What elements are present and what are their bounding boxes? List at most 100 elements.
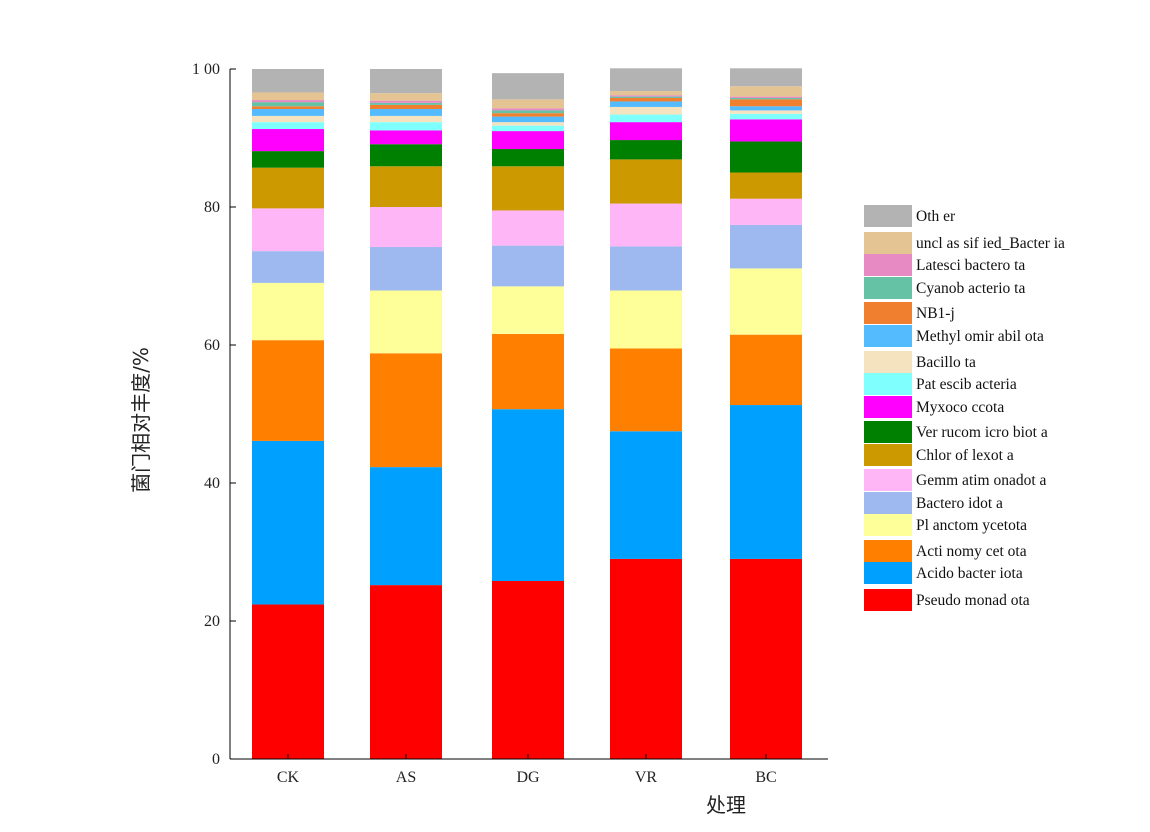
bar-segment-ck-1 [252, 440, 324, 605]
bar-segment-ck-10 [252, 115, 324, 123]
bar-segment-ck-16 [252, 69, 324, 93]
bar-segment-bc-9 [730, 113, 802, 120]
bar-segment-dg-9 [492, 125, 564, 132]
bar-segment-vr-15 [610, 91, 682, 96]
bar-segment-vr-1 [610, 431, 682, 559]
legend-label: Methyl omir abil ota [916, 328, 1044, 345]
bar-segment-bc-15 [730, 86, 802, 97]
legend-swatch [864, 444, 912, 466]
x-tick-label-ck: CK [277, 769, 300, 786]
y-tick-label: 20 [204, 613, 220, 630]
bar-segment-as-8 [370, 130, 442, 145]
legend-label: Ver rucom icro biot a [916, 424, 1048, 441]
bar-segment-as-16 [370, 69, 442, 94]
legend-swatch [864, 562, 912, 584]
legend-swatch [864, 540, 912, 562]
legend-label: Pl anctom ycetota [916, 517, 1027, 534]
bar-segment-as-1 [370, 467, 442, 586]
bar-segment-as-9 [370, 122, 442, 131]
bar-segment-dg-16 [492, 73, 564, 100]
bar-segment-vr-3 [610, 290, 682, 349]
legend-swatch [864, 492, 912, 514]
bar-segment-bc-12 [730, 99, 802, 107]
legend: Oth er uncl as sif ied_Bacter ia Latesci b… [864, 205, 1065, 611]
legend-label: Acido bacter iota [916, 565, 1023, 582]
bar-segment-dg-4 [492, 245, 564, 287]
bar-segment-bc-13 [730, 97, 802, 100]
bar-segment-dg-2 [492, 333, 564, 410]
legend-label: Myxoco ccota [916, 399, 1004, 416]
bar-segment-bc-7 [730, 141, 802, 173]
bar-segment-vr-9 [610, 114, 682, 123]
bar-segment-as-3 [370, 290, 442, 354]
bar-segment-ck-14 [252, 100, 324, 103]
legend-swatch [864, 396, 912, 418]
bar-segment-dg-13 [492, 110, 564, 114]
bar-segment-dg-11 [492, 116, 564, 123]
bar-segment-dg-7 [492, 149, 564, 167]
bar-segment-vr-7 [610, 140, 682, 160]
bar-segment-as-11 [370, 109, 442, 116]
bar-segment-as-10 [370, 115, 442, 123]
legend-label: Pat escib acteria [916, 376, 1017, 393]
bar-segment-as-5 [370, 207, 442, 248]
bar-segment-dg-8 [492, 131, 564, 150]
legend-label: Cyanob acterio ta [916, 280, 1025, 297]
bar-segment-ck-4 [252, 251, 324, 283]
bar-segment-ck-6 [252, 167, 324, 209]
legend-label: Gemm atim onadot a [916, 472, 1047, 489]
legend-swatch [864, 373, 912, 395]
bar-segment-as-12 [370, 104, 442, 110]
bar-segment-vr-2 [610, 348, 682, 432]
bar-segment-vr-8 [610, 122, 682, 141]
bar-segment-bc-3 [730, 268, 802, 335]
bars-group [252, 68, 802, 759]
bar-segment-bc-16 [730, 68, 802, 87]
legend-swatch [864, 232, 912, 254]
bar-segment-vr-11 [610, 101, 682, 107]
bar-segment-ck-12 [252, 106, 324, 110]
y-tick-label: 80 [204, 199, 220, 216]
x-tick-label-bc: BC [755, 769, 776, 786]
bar-segment-ck-8 [252, 129, 324, 152]
bar-segment-bc-10 [730, 110, 802, 114]
legend-swatch [864, 205, 912, 227]
bar-segment-ck-15 [252, 92, 324, 101]
bar-segment-dg-10 [492, 122, 564, 126]
bar-segment-bc-5 [730, 198, 802, 225]
bar-segment-as-0 [370, 585, 442, 759]
bar-segment-bc-0 [730, 558, 802, 759]
bar-segment-dg-5 [492, 210, 564, 246]
bar-segment-ck-2 [252, 340, 324, 441]
bar-segment-dg-12 [492, 113, 564, 117]
bar-segment-vr-4 [610, 246, 682, 291]
bar-segment-ck-0 [252, 604, 324, 759]
bar-segment-vr-5 [610, 203, 682, 247]
bar-segment-as-15 [370, 93, 442, 101]
legend-swatch [864, 254, 912, 276]
bar-segment-dg-0 [492, 580, 564, 759]
bar-segment-bc-1 [730, 405, 802, 559]
legend-swatch [864, 514, 912, 536]
bar-segment-as-14 [370, 100, 442, 103]
bar-segment-as-7 [370, 144, 442, 167]
bar-segment-bc-4 [730, 224, 802, 269]
bar-segment-ck-9 [252, 122, 324, 130]
bar-segment-dg-15 [492, 99, 564, 109]
bar-segment-dg-3 [492, 286, 564, 334]
y-tick-label: 40 [204, 475, 220, 492]
legend-label: Bactero idot a [916, 495, 1003, 512]
bar-segment-dg-14 [492, 108, 564, 111]
bar-segment-vr-13 [610, 96, 682, 98]
legend-swatch [864, 351, 912, 373]
bar-segment-ck-13 [252, 102, 324, 107]
bar-segment-vr-14 [610, 95, 682, 97]
bar-segment-ck-5 [252, 208, 324, 252]
x-tick-label-as: AS [396, 769, 416, 786]
y-tick-label: 1 00 [192, 61, 220, 78]
x-tick-label-vr: VR [635, 769, 658, 786]
bar-segment-vr-12 [610, 97, 682, 102]
bar-segment-ck-11 [252, 109, 324, 116]
bar-segment-vr-6 [610, 159, 682, 204]
